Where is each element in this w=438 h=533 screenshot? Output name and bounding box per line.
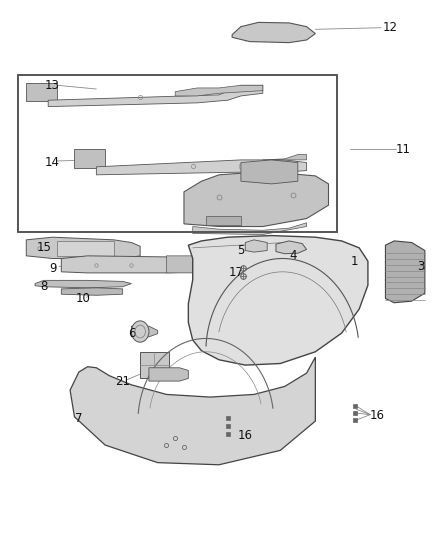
Text: 3: 3	[417, 260, 424, 273]
Polygon shape	[193, 223, 307, 235]
Polygon shape	[184, 173, 328, 227]
Text: 11: 11	[396, 143, 410, 156]
Polygon shape	[96, 160, 307, 175]
Polygon shape	[166, 256, 219, 273]
Polygon shape	[263, 155, 307, 160]
Text: 17: 17	[229, 266, 244, 279]
Polygon shape	[385, 241, 425, 303]
Polygon shape	[61, 288, 123, 295]
Polygon shape	[70, 357, 315, 465]
Text: 9: 9	[49, 262, 57, 274]
Polygon shape	[149, 368, 188, 381]
Text: 21: 21	[115, 375, 130, 387]
Text: 5: 5	[237, 244, 244, 257]
Polygon shape	[206, 216, 241, 225]
Bar	[140, 352, 169, 378]
Text: 7: 7	[75, 412, 83, 425]
Polygon shape	[74, 149, 105, 168]
Polygon shape	[232, 22, 315, 43]
Text: 12: 12	[382, 21, 397, 34]
Text: 14: 14	[45, 156, 60, 169]
Polygon shape	[188, 236, 368, 365]
Circle shape	[131, 321, 149, 342]
Polygon shape	[61, 256, 219, 273]
Text: 8: 8	[40, 280, 47, 293]
Bar	[18, 75, 337, 232]
Polygon shape	[48, 85, 263, 107]
Polygon shape	[26, 83, 57, 101]
Text: 13: 13	[45, 79, 60, 92]
Text: 16: 16	[369, 409, 384, 422]
Text: 4: 4	[290, 249, 297, 262]
Bar	[18, 75, 337, 232]
Text: 1: 1	[351, 255, 359, 268]
Polygon shape	[241, 160, 298, 184]
Text: 6: 6	[127, 327, 135, 340]
Polygon shape	[276, 241, 307, 254]
Text: 16: 16	[238, 429, 253, 442]
Text: 10: 10	[76, 292, 91, 305]
Polygon shape	[26, 237, 140, 259]
Text: 15: 15	[36, 241, 51, 254]
Polygon shape	[35, 280, 131, 288]
Polygon shape	[131, 326, 158, 337]
Polygon shape	[175, 85, 263, 96]
Polygon shape	[57, 241, 114, 256]
Polygon shape	[245, 240, 267, 252]
